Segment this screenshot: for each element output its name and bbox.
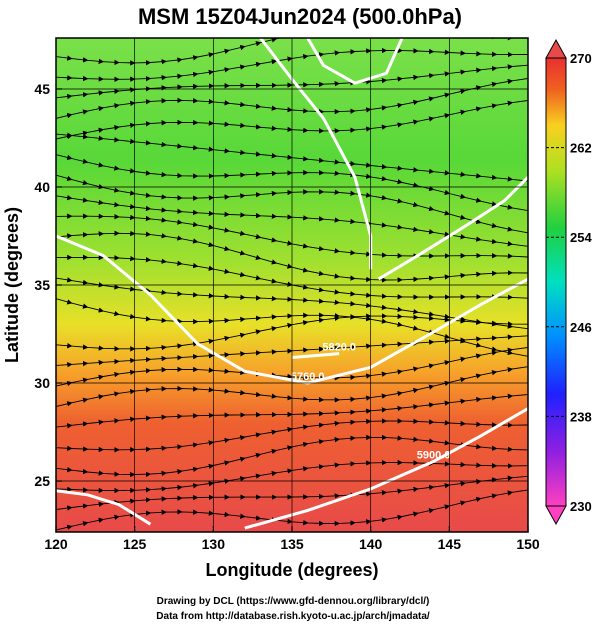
colorbar-ticks: 270 262 254 246 238 230	[546, 51, 592, 514]
x-tick-label: 130	[202, 536, 226, 552]
contour-label: 5900.0	[417, 449, 451, 461]
height-contour	[291, 352, 340, 359]
colorbar-tick-label: 238	[570, 409, 592, 424]
x-axis-label: Longitude (degrees)	[205, 560, 378, 580]
chart-title: MSM 15Z04Jun2024 (500.0hPa)	[138, 4, 462, 29]
x-tick-label: 140	[359, 536, 383, 552]
x-axis-ticks: 120 125 130 135 140 145 150	[44, 526, 540, 552]
colorbar-body	[545, 57, 567, 507]
y-tick-label: 25	[34, 473, 50, 489]
x-tick-label: 125	[123, 536, 147, 552]
y-tick-label: 45	[34, 81, 50, 97]
colorbar-tick-label: 230	[570, 499, 592, 514]
plot-area: 5760.0 5820.0 5900.0	[56, 38, 528, 532]
x-tick-label: 135	[280, 536, 304, 552]
height-contour	[306, 38, 404, 85]
height-contour	[244, 407, 528, 530]
y-axis-ticks: 25 30 35 40 45	[34, 81, 62, 489]
height-contour	[56, 234, 528, 385]
x-tick-label: 145	[438, 536, 462, 552]
y-axis-label: Latitude (degrees)	[2, 207, 22, 363]
contour-label: 5760.0	[291, 371, 325, 383]
y-tick-label: 35	[34, 277, 50, 293]
x-tick-label: 150	[516, 536, 540, 552]
colorbar-tick-label: 246	[570, 320, 592, 335]
credit-line-2: Data from http://database.rish.kyoto-u.a…	[156, 611, 430, 622]
y-tick-label: 40	[34, 179, 50, 195]
colorbar-tick-label: 270	[570, 51, 592, 66]
credit-line-1: Drawing by DCL (https://www.gfd-dennou.o…	[157, 596, 430, 607]
colorbar-top-triangle	[545, 38, 567, 59]
grid-lines	[56, 38, 528, 532]
y-tick-label: 30	[34, 375, 50, 391]
contour-label: 5820.0	[322, 342, 356, 354]
colorbar-tick-label: 262	[570, 141, 592, 156]
colorbar-tick-label: 254	[570, 230, 592, 245]
height-contour	[377, 176, 528, 281]
x-tick-label: 120	[44, 536, 68, 552]
colorbar-bottom-triangle	[545, 505, 567, 526]
height-contours: 5760.0 5820.0 5900.0	[56, 38, 528, 530]
colorbar: 270 262 254 246 238 230	[545, 38, 592, 526]
